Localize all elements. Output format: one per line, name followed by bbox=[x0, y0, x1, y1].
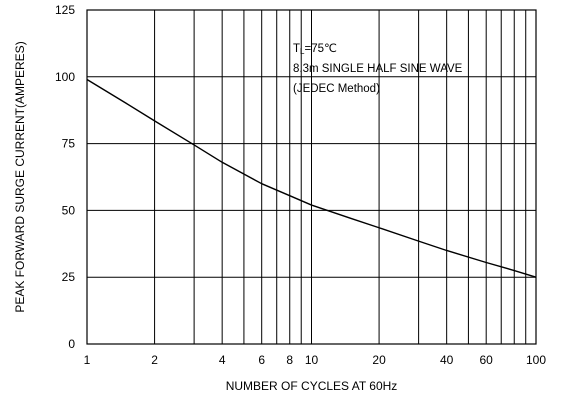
x-tick-label: 10 bbox=[305, 353, 319, 367]
x-axis-title: NUMBER OF CYCLES AT 60Hz bbox=[226, 379, 398, 393]
y-tick-label: 50 bbox=[62, 203, 76, 217]
x-tick-label: 2 bbox=[151, 353, 158, 367]
y-tick-label: 100 bbox=[55, 70, 75, 84]
x-tick-labels: 1 2 4 6 8 10 20 40 60 100 bbox=[84, 353, 547, 367]
annotation-line-3: (JEDEC Method) bbox=[293, 83, 380, 95]
curve-group bbox=[86, 78, 537, 278]
y-tick-label: 0 bbox=[68, 337, 75, 351]
y-tick-labels: 0 25 50 75 100 125 bbox=[55, 3, 75, 351]
y-tick-label: 25 bbox=[62, 270, 76, 284]
annotation-line-1: TL=75℃ bbox=[293, 43, 337, 56]
surge-curve-line bbox=[86, 78, 537, 278]
y-tick-label: 125 bbox=[55, 3, 75, 17]
grid bbox=[86, 9, 537, 345]
x-tick-label: 40 bbox=[440, 353, 454, 367]
x-tick-label: 4 bbox=[219, 353, 226, 367]
plot-frame bbox=[86, 9, 537, 345]
x-tick-label: 100 bbox=[526, 353, 546, 367]
annotation-temp: =75℃ bbox=[304, 43, 337, 55]
y-tick-label: 75 bbox=[62, 137, 76, 151]
x-tick-label: 6 bbox=[258, 353, 265, 367]
x-tick-label: 60 bbox=[480, 353, 494, 367]
annotation-line-2: 8.3m SINGLE HALF SINE WAVE bbox=[293, 63, 463, 75]
x-tick-label: 8 bbox=[286, 353, 293, 367]
x-tick-label: 20 bbox=[372, 353, 386, 367]
annotation-subscript: L bbox=[300, 47, 305, 56]
x-tick-label: 1 bbox=[84, 353, 91, 367]
annotation-t: T bbox=[293, 43, 300, 55]
y-axis-title: PEAK FORWARD SURGE CURRENT(AMPERES) bbox=[13, 41, 27, 312]
annotation: TL=75℃ 8.3m SINGLE HALF SINE WAVE (JEDEC… bbox=[293, 43, 463, 95]
